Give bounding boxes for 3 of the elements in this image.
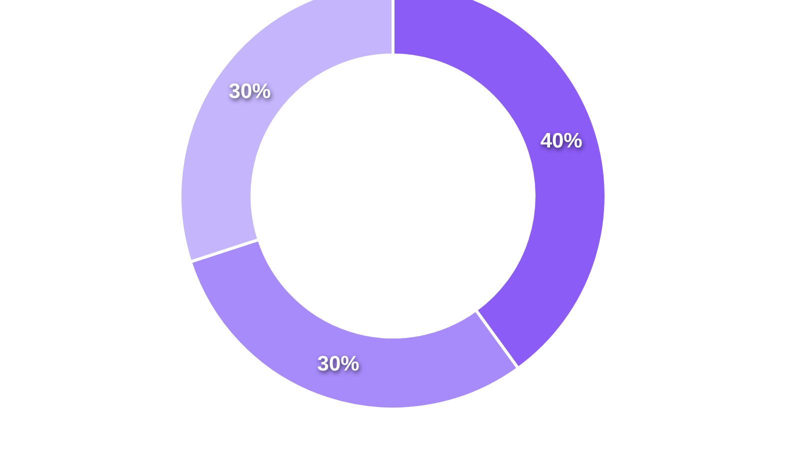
data-label: 30% <box>228 80 272 103</box>
data-label: 30% <box>317 352 360 376</box>
data-label: 40% <box>540 129 583 152</box>
